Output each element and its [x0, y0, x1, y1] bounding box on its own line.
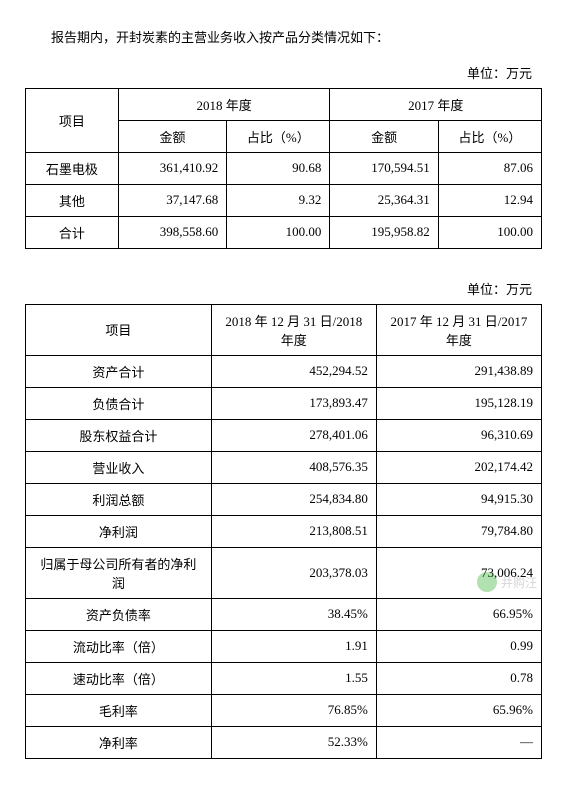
cell-name: 资产负债率 [26, 598, 212, 630]
cell-v17: 65.96% [376, 694, 541, 726]
cell-a18: 361,410.92 [118, 152, 226, 184]
cell-v18: 76.85% [211, 694, 376, 726]
table-row: 毛利率76.85%65.96% [26, 694, 542, 726]
cell-name: 股东权益合计 [26, 419, 212, 451]
th-ratio-18: 占比（%） [227, 120, 330, 152]
product-revenue-table: 项目 2018 年度 2017 年度 金额 占比（%） 金额 占比（%） 石墨电… [25, 88, 542, 249]
table-row: 流动比率（倍）1.910.99 [26, 630, 542, 662]
cell-v17: — [376, 726, 541, 758]
cell-v18: 278,401.06 [211, 419, 376, 451]
cell-v17: 195,128.19 [376, 387, 541, 419]
cell-v17: 0.99 [376, 630, 541, 662]
cell-v18: 254,834.80 [211, 483, 376, 515]
table-row: 资产负债率38.45%66.95% [26, 598, 542, 630]
cell-v18: 173,893.47 [211, 387, 376, 419]
cell-v17: 202,174.42 [376, 451, 541, 483]
table-row: 归属于母公司所有者的净利润203,378.0373,006.24 [26, 547, 542, 598]
cell-v18: 1.55 [211, 662, 376, 694]
th-amount-18: 金额 [118, 120, 226, 152]
cell-name: 流动比率（倍） [26, 630, 212, 662]
table-row: 其他 37,147.68 9.32 25,364.31 12.94 [26, 184, 542, 216]
th-item: 项目 [26, 304, 212, 355]
cell-v18: 1.91 [211, 630, 376, 662]
unit-label-1: 单位：万元 [25, 63, 542, 82]
cell-v17: 94,915.30 [376, 483, 541, 515]
cell-name: 石墨电极 [26, 152, 119, 184]
cell-v18: 203,378.03 [211, 547, 376, 598]
th-2017: 2017 年度 [330, 88, 542, 120]
cell-v18: 52.33% [211, 726, 376, 758]
table-row: 净利润213,808.5179,784.80 [26, 515, 542, 547]
th-amount-17: 金额 [330, 120, 438, 152]
cell-name: 其他 [26, 184, 119, 216]
watermark-icon [477, 572, 497, 592]
th-2017: 2017 年 12 月 31 日/2017 年度 [376, 304, 541, 355]
cell-name: 归属于母公司所有者的净利润 [26, 547, 212, 598]
unit-label-2: 单位：万元 [25, 279, 542, 298]
cell-r18: 100.00 [227, 216, 330, 248]
cell-a17: 170,594.51 [330, 152, 438, 184]
table-row: 股东权益合计278,401.0696,310.69 [26, 419, 542, 451]
cell-name: 营业收入 [26, 451, 212, 483]
cell-r18: 9.32 [227, 184, 330, 216]
cell-r18: 90.68 [227, 152, 330, 184]
th-item: 项目 [26, 88, 119, 152]
cell-v17: 96,310.69 [376, 419, 541, 451]
cell-r17: 100.00 [438, 216, 541, 248]
cell-v18: 38.45% [211, 598, 376, 630]
table-row: 资产合计452,294.52291,438.89 [26, 355, 542, 387]
cell-v17: 291,438.89 [376, 355, 541, 387]
cell-name: 利润总额 [26, 483, 212, 515]
table-row: 负债合计173,893.47195,128.19 [26, 387, 542, 419]
cell-name: 净利润 [26, 515, 212, 547]
cell-name: 速动比率（倍） [26, 662, 212, 694]
table-row: 净利率52.33%— [26, 726, 542, 758]
cell-name: 资产合计 [26, 355, 212, 387]
table-row: 营业收入408,576.35202,174.42 [26, 451, 542, 483]
cell-r17: 12.94 [438, 184, 541, 216]
cell-name: 毛利率 [26, 694, 212, 726]
watermark: 并购汪 [477, 572, 537, 592]
cell-v17: 0.78 [376, 662, 541, 694]
th-ratio-17: 占比（%） [438, 120, 541, 152]
cell-r17: 87.06 [438, 152, 541, 184]
watermark-text: 并购汪 [501, 574, 537, 591]
cell-name: 负债合计 [26, 387, 212, 419]
cell-a17: 25,364.31 [330, 184, 438, 216]
cell-v18: 408,576.35 [211, 451, 376, 483]
cell-v18: 452,294.52 [211, 355, 376, 387]
cell-a17: 195,958.82 [330, 216, 438, 248]
table-row: 石墨电极 361,410.92 90.68 170,594.51 87.06 [26, 152, 542, 184]
cell-v18: 213,808.51 [211, 515, 376, 547]
table-row: 速动比率（倍）1.550.78 [26, 662, 542, 694]
th-2018: 2018 年 12 月 31 日/2018 年度 [211, 304, 376, 355]
cell-name: 净利率 [26, 726, 212, 758]
cell-a18: 37,147.68 [118, 184, 226, 216]
table-row: 利润总额254,834.8094,915.30 [26, 483, 542, 515]
financial-indicators-table: 项目 2018 年 12 月 31 日/2018 年度 2017 年 12 月 … [25, 304, 542, 759]
cell-a18: 398,558.60 [118, 216, 226, 248]
intro-text: 报告期内，开封炭素的主营业务收入按产品分类情况如下： [25, 28, 542, 49]
cell-v17: 79,784.80 [376, 515, 541, 547]
th-2018: 2018 年度 [118, 88, 330, 120]
cell-v17: 66.95% [376, 598, 541, 630]
cell-name: 合计 [26, 216, 119, 248]
table-row: 合计 398,558.60 100.00 195,958.82 100.00 [26, 216, 542, 248]
